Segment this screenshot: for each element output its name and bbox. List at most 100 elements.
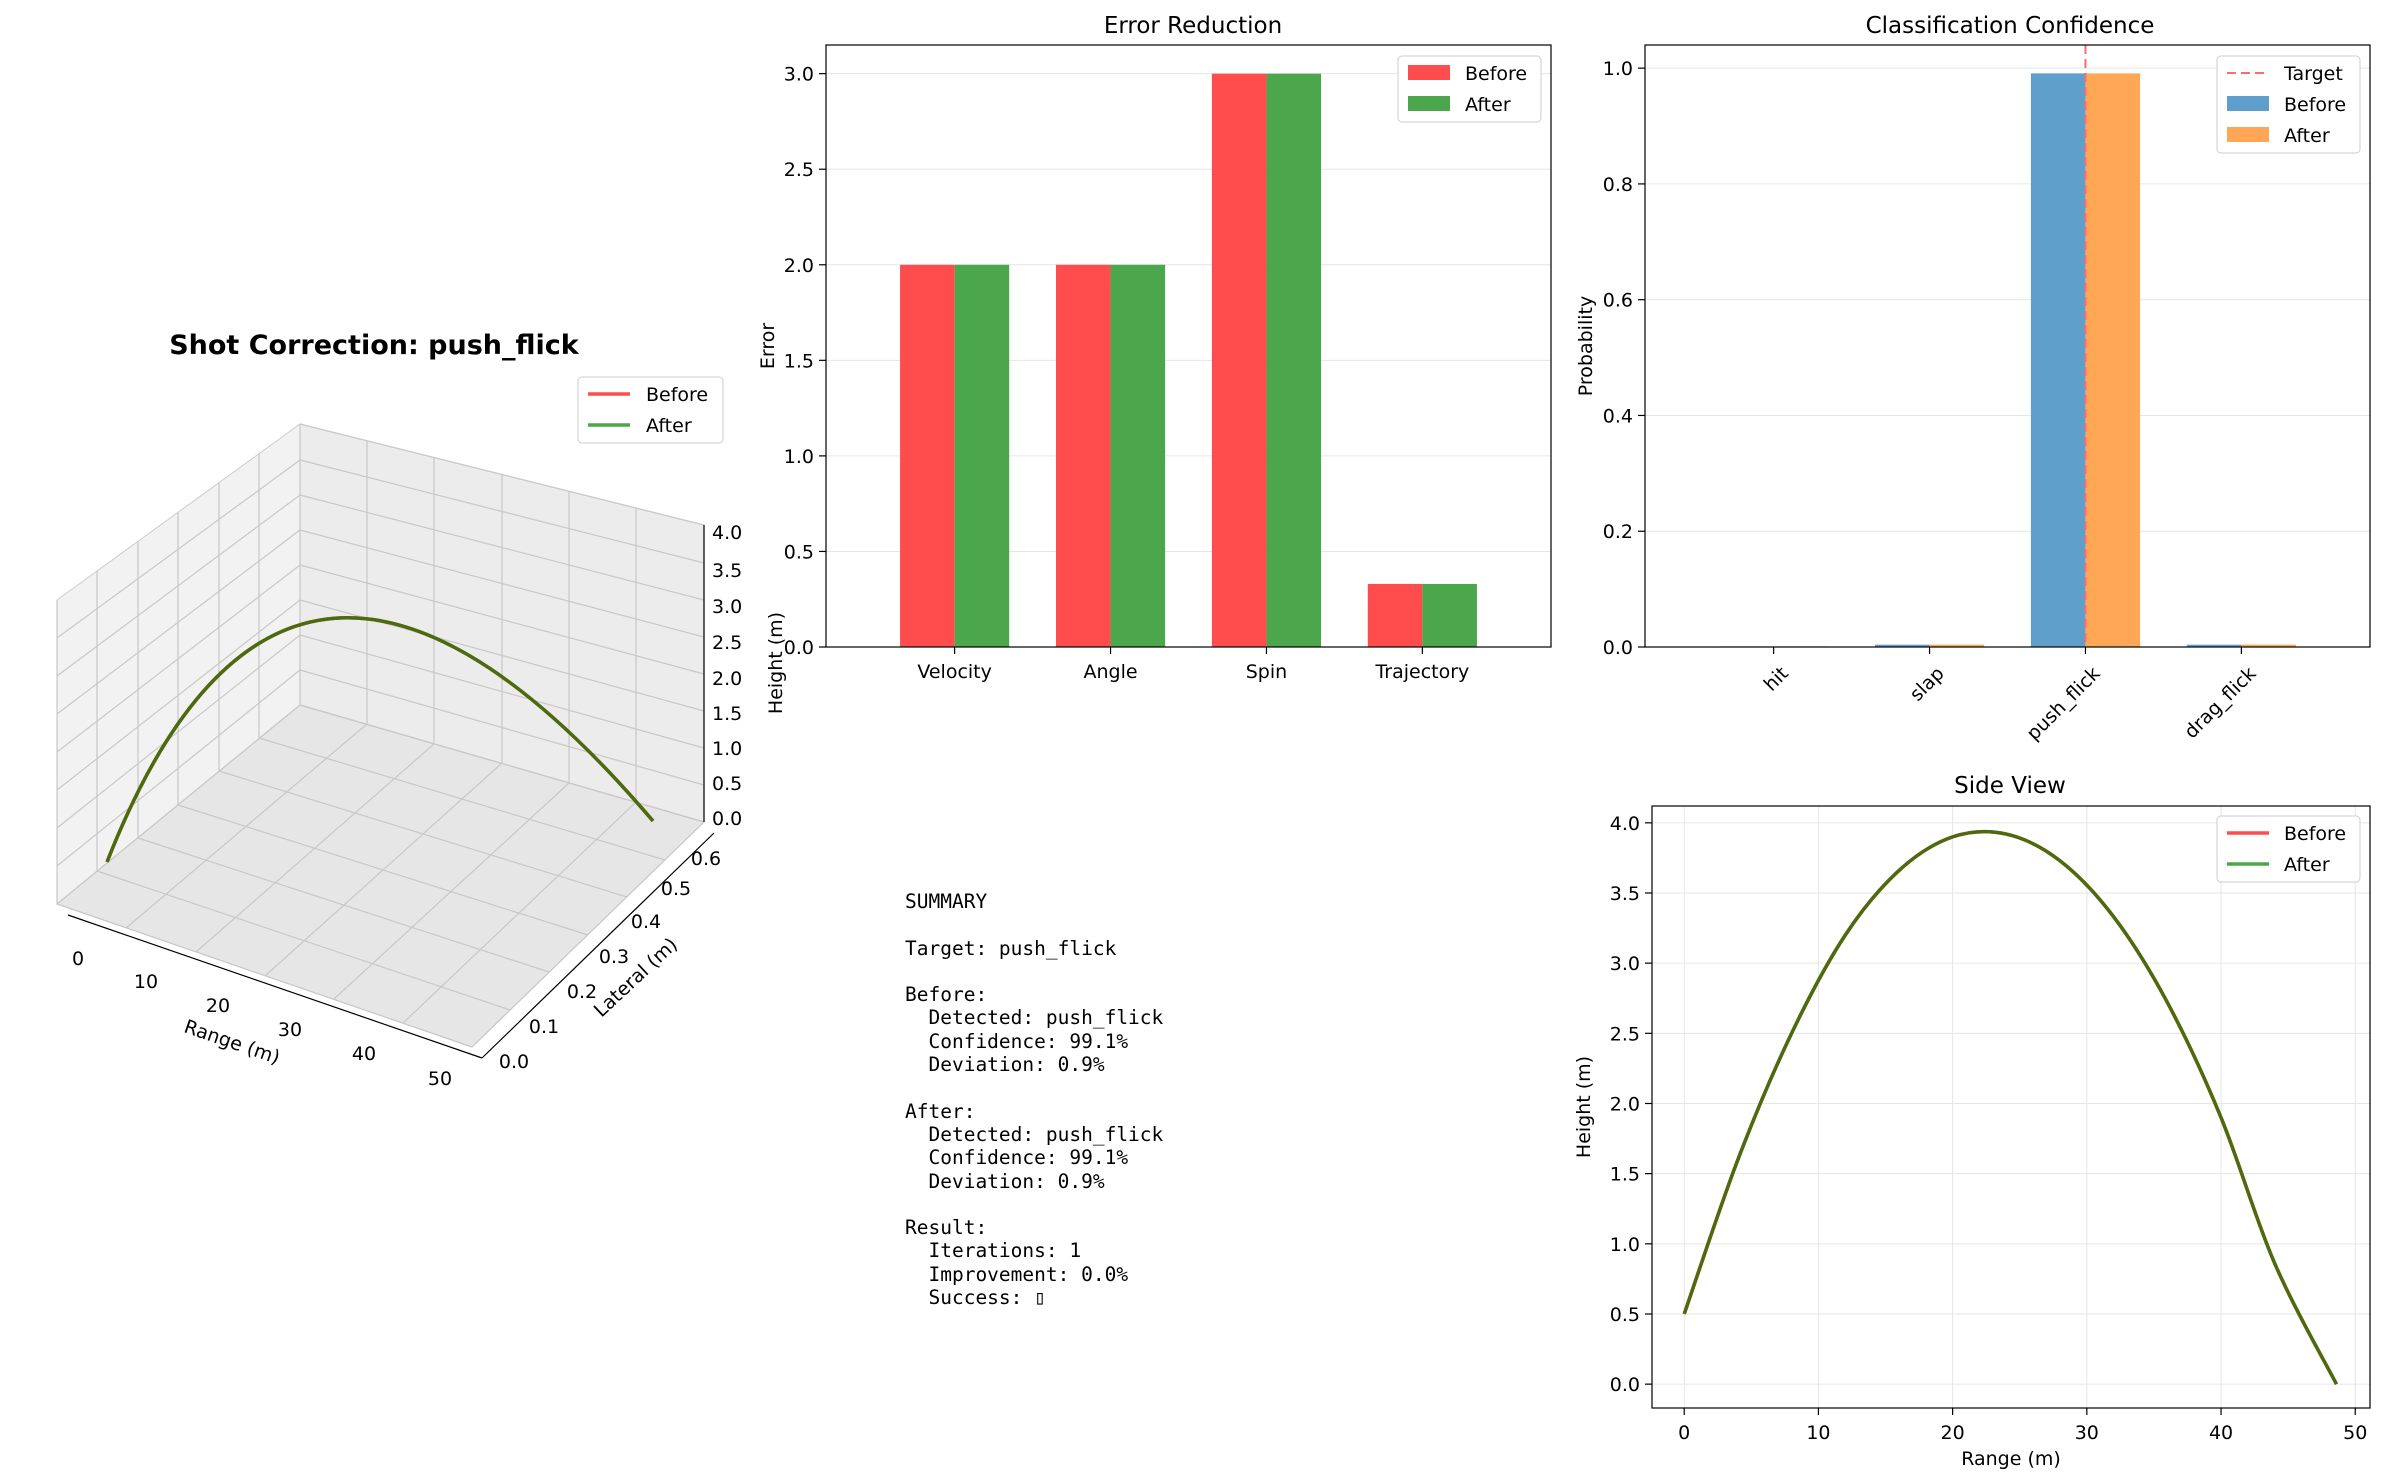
y-tick-label: 1.0 (1610, 1234, 1640, 1256)
y-tick-label: 1.0 (784, 446, 814, 468)
x-tick-labels-3d: 0 10 20 30 40 50 (72, 948, 452, 1090)
x-tick-label: 30 (278, 1019, 302, 1041)
bar-after (954, 264, 1010, 647)
x-tick-label: 30 (2075, 1422, 2099, 1444)
bar-before (2030, 73, 2086, 647)
classification-panel: Classification Confidence 0.00.20.40.60.… (1575, 13, 2371, 745)
y-tick-label: 0.0 (1603, 637, 1633, 659)
error-chart-title: Error Reduction (1104, 13, 1282, 39)
error-reduction-panel: Error Reduction 0.0 0.5 1.0 1.5 2.0 2.5 3.0 Ve… (757, 13, 1552, 683)
bar-before (2186, 644, 2242, 647)
x-tick-label: drag_flick (2180, 663, 2260, 743)
bar-before (1211, 73, 1267, 647)
classification-gridlines (1645, 67, 2370, 648)
summary-line: After: (905, 1099, 976, 1123)
summary-line: Result: (905, 1216, 988, 1240)
z-tick-label: 0.5 (712, 773, 742, 795)
x-tick-label: slap (1906, 663, 1949, 706)
y-tick-label: 0.5 (784, 541, 814, 563)
summary-text: SUMMARY Target: push_flick Before: Detec… (905, 890, 1163, 1309)
z-tick-label: 1.0 (712, 738, 742, 760)
legend-before-swatch (2227, 96, 2269, 111)
side-view-legend: Before After (2216, 815, 2361, 883)
classification-legend: Target Before After (2216, 55, 2361, 154)
legend-before-label: Before (1465, 63, 1527, 85)
summary-line: Deviation: 0.9% (905, 1169, 1105, 1193)
side-view-x-axis-label: Range (m) (1961, 1448, 2061, 1470)
x-axis-label-3d: Range (m) (181, 1016, 282, 1069)
error-plot-frame (825, 44, 1552, 648)
x-tick-label: Trajectory (1374, 661, 1469, 683)
error-y-ticks: 0.0 0.5 1.0 1.5 2.0 2.5 3.0 (784, 64, 826, 659)
side-view-panel: Side View 0.0 0.5 1.0 1.5 2.0 2.5 3.0 3.5 4.0 0 1… (1573, 773, 2371, 1470)
bar-after (1266, 73, 1322, 647)
x-tick-label: 0 (72, 948, 84, 970)
z-tick-label: 0.0 (712, 808, 742, 830)
summary-line: Confidence: 99.1% (905, 1029, 1129, 1053)
x-tick-label: Angle (1084, 661, 1138, 683)
summary-line: Target: push_flick (905, 936, 1117, 960)
y-tick-label: 0.5 (1610, 1304, 1640, 1326)
z-tick-label: 1.5 (712, 703, 742, 725)
legend-after-label: After (2284, 125, 2330, 147)
x-tick-label: 50 (428, 1068, 452, 1090)
classification-plot-frame (1644, 44, 2371, 648)
legend-before-label: Before (2284, 823, 2346, 845)
error-bars (900, 73, 1477, 647)
z-tick-label: 2.0 (712, 668, 742, 690)
legend-before-label: Before (2284, 94, 2346, 116)
y-tick-label: 0.5 (661, 878, 691, 900)
side-view-x-ticks: 0 10 20 30 40 50 (1678, 1408, 2367, 1444)
x-tick-label: 20 (1941, 1422, 1965, 1444)
x-tick-label: 40 (2209, 1422, 2233, 1444)
z-tick-label: 4.0 (712, 522, 742, 544)
x-tick-label: 0 (1678, 1422, 1690, 1444)
x-tick-label: 40 (352, 1043, 376, 1065)
classification-y-axis-label: Probability (1575, 296, 1597, 396)
z-tick-label: 2.5 (712, 632, 742, 654)
side-view-plot-frame (1651, 805, 2371, 1409)
side-view-title: Side View (1954, 773, 2066, 799)
y-tick-label: 1.0 (1603, 58, 1633, 80)
z-tick-label: 3.5 (712, 560, 742, 582)
summary-line: Improvement: 0.0% (905, 1262, 1129, 1286)
x-tick-label: 50 (2343, 1422, 2367, 1444)
axes-3d (67, 525, 715, 1059)
trajectory-3d-title: Shot Correction: push_flick (169, 330, 580, 361)
y-tick-label: 0.0 (784, 637, 814, 659)
y-tick-label: 0.4 (1603, 405, 1633, 427)
y-tick-label: 3.5 (1610, 883, 1640, 905)
y-tick-label: 0.2 (1603, 521, 1633, 543)
legend-after-label: After (2284, 854, 2330, 876)
y-tick-label: 2.5 (1610, 1023, 1640, 1045)
y-tick-label: 0.2 (567, 981, 597, 1003)
summary-line: Iterations: 1 (905, 1239, 1082, 1263)
side-view-y-axis-label: Height (m) (1573, 1056, 1595, 1158)
bar-after (1929, 644, 1985, 647)
bar-before (900, 264, 955, 647)
legend-after-label: After (646, 415, 692, 437)
y-tick-label: 2.0 (784, 255, 814, 277)
summary-line: SUMMARY (905, 890, 988, 913)
side-view-lines (1682, 829, 2339, 1385)
error-x-ticks: Velocity Angle Spin Trajectory (917, 647, 1469, 683)
x-tick-label: 20 (206, 995, 230, 1017)
y-tick-label: 0.0 (1610, 1374, 1640, 1396)
summary-line: Detected: push_flick (905, 1122, 1164, 1146)
y-tick-label: 1.5 (1610, 1164, 1640, 1186)
trajectory-after-3d (105, 616, 655, 863)
z-axis-label-3d: Height (m) (765, 612, 787, 714)
y-tick-label: 4.0 (1610, 813, 1640, 835)
error-legend: Before After (1397, 55, 1542, 123)
legend-after-swatch (1408, 96, 1450, 111)
legend-after-label: After (1465, 94, 1511, 116)
y-tick-label: 2.5 (784, 159, 814, 181)
bar-after (1110, 264, 1166, 647)
legend-after-swatch (2227, 127, 2269, 142)
summary-line: Detected: push_flick (905, 1006, 1164, 1030)
series-line-after (1682, 829, 2339, 1385)
classification-bars (1719, 73, 2296, 647)
bar-after (1422, 583, 1477, 647)
summary-line: Before: (905, 983, 988, 1007)
